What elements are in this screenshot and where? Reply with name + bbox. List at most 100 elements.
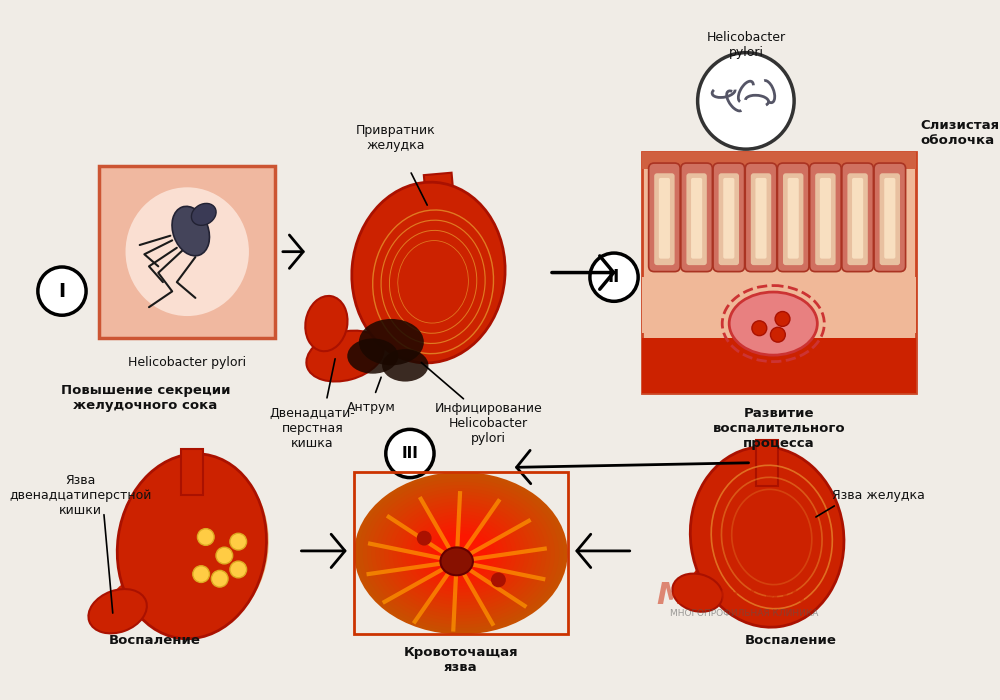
- Circle shape: [230, 561, 247, 577]
- FancyBboxPatch shape: [686, 174, 707, 265]
- Ellipse shape: [672, 573, 723, 612]
- FancyBboxPatch shape: [847, 174, 868, 265]
- Text: Двенадцати-
перстная
кишка: Двенадцати- перстная кишка: [270, 407, 355, 450]
- Ellipse shape: [371, 485, 551, 622]
- Ellipse shape: [405, 511, 516, 596]
- FancyBboxPatch shape: [691, 178, 702, 258]
- FancyBboxPatch shape: [745, 163, 777, 272]
- Ellipse shape: [352, 182, 505, 363]
- Ellipse shape: [440, 547, 473, 575]
- Bar: [642, 277, 916, 333]
- Bar: [642, 337, 916, 393]
- FancyBboxPatch shape: [783, 174, 803, 265]
- Ellipse shape: [124, 458, 269, 634]
- Text: Helicobacter pylori: Helicobacter pylori: [128, 356, 246, 369]
- FancyBboxPatch shape: [642, 152, 916, 393]
- Circle shape: [230, 533, 247, 550]
- Text: Helicobacter
pylori: Helicobacter pylori: [706, 32, 785, 60]
- Ellipse shape: [427, 527, 495, 579]
- FancyBboxPatch shape: [751, 174, 771, 265]
- Ellipse shape: [117, 454, 266, 638]
- Ellipse shape: [354, 472, 568, 634]
- FancyBboxPatch shape: [99, 166, 275, 337]
- Ellipse shape: [401, 508, 521, 598]
- Ellipse shape: [435, 533, 487, 573]
- Circle shape: [752, 321, 767, 335]
- FancyBboxPatch shape: [884, 178, 895, 258]
- Ellipse shape: [388, 498, 533, 608]
- Circle shape: [775, 312, 790, 326]
- Circle shape: [193, 566, 209, 582]
- FancyBboxPatch shape: [842, 163, 873, 272]
- Text: Язва
двенадцатиперстной
кишки: Язва двенадцатиперстной кишки: [9, 474, 152, 517]
- Circle shape: [417, 531, 432, 545]
- FancyBboxPatch shape: [810, 163, 841, 272]
- Ellipse shape: [306, 330, 384, 382]
- Text: едик Сити: едик Сити: [682, 585, 806, 606]
- Circle shape: [216, 547, 233, 564]
- Text: Слизистая
оболочка: Слизистая оболочка: [920, 120, 999, 148]
- Ellipse shape: [393, 501, 529, 606]
- Ellipse shape: [418, 521, 504, 586]
- Bar: [424, 173, 456, 226]
- FancyBboxPatch shape: [723, 178, 734, 258]
- Bar: [642, 152, 916, 169]
- FancyBboxPatch shape: [788, 178, 799, 258]
- FancyBboxPatch shape: [880, 174, 900, 265]
- Text: Антрум: Антрум: [347, 400, 395, 414]
- Ellipse shape: [410, 514, 512, 592]
- Text: Кровоточащая
язва: Кровоточащая язва: [404, 645, 518, 673]
- Ellipse shape: [126, 188, 249, 316]
- Ellipse shape: [423, 524, 499, 582]
- Circle shape: [386, 429, 434, 477]
- Ellipse shape: [382, 349, 428, 382]
- Text: Инфицирование
Helicobacter
pylori: Инфицирование Helicobacter pylori: [435, 402, 543, 445]
- Circle shape: [38, 267, 86, 315]
- Ellipse shape: [367, 482, 555, 624]
- Text: М: М: [656, 581, 687, 610]
- FancyBboxPatch shape: [815, 174, 836, 265]
- Circle shape: [698, 52, 794, 149]
- Ellipse shape: [431, 531, 491, 576]
- Text: МНОГОПРОФИЛЬНАЯ КЛИНИКА: МНОГОПРОФИЛЬНАЯ КЛИНИКА: [670, 610, 818, 619]
- Ellipse shape: [172, 206, 209, 256]
- Text: I: I: [58, 281, 66, 300]
- FancyBboxPatch shape: [820, 178, 831, 258]
- Ellipse shape: [690, 447, 844, 627]
- Text: Воспаление: Воспаление: [744, 634, 836, 648]
- Circle shape: [197, 528, 214, 545]
- FancyBboxPatch shape: [874, 163, 906, 272]
- Ellipse shape: [305, 296, 348, 351]
- FancyBboxPatch shape: [681, 163, 712, 272]
- Text: Язва желудка: Язва желудка: [832, 489, 925, 502]
- Text: Воспаление: Воспаление: [109, 634, 201, 648]
- FancyBboxPatch shape: [654, 174, 675, 265]
- Ellipse shape: [148, 486, 245, 606]
- FancyBboxPatch shape: [649, 163, 680, 272]
- Text: II: II: [608, 268, 620, 286]
- Ellipse shape: [113, 580, 159, 615]
- Text: Повышение секреции
желудочного сока: Повышение секреции желудочного сока: [61, 384, 230, 412]
- Ellipse shape: [376, 489, 546, 618]
- Text: Развитие
воспалительного
процесса: Развитие воспалительного процесса: [712, 407, 845, 450]
- FancyBboxPatch shape: [777, 163, 809, 272]
- Circle shape: [590, 253, 638, 301]
- Ellipse shape: [347, 338, 398, 374]
- Ellipse shape: [136, 473, 257, 620]
- Ellipse shape: [693, 562, 739, 595]
- Ellipse shape: [380, 491, 542, 615]
- Ellipse shape: [384, 495, 538, 612]
- Ellipse shape: [88, 589, 147, 634]
- Bar: [181, 449, 203, 495]
- FancyBboxPatch shape: [719, 174, 739, 265]
- Bar: [756, 440, 778, 486]
- Ellipse shape: [718, 477, 816, 596]
- FancyBboxPatch shape: [659, 178, 670, 258]
- Ellipse shape: [191, 204, 216, 225]
- Ellipse shape: [695, 452, 839, 622]
- Ellipse shape: [707, 464, 828, 610]
- Circle shape: [770, 328, 785, 342]
- Ellipse shape: [359, 319, 424, 365]
- FancyBboxPatch shape: [713, 163, 745, 272]
- Ellipse shape: [729, 292, 817, 355]
